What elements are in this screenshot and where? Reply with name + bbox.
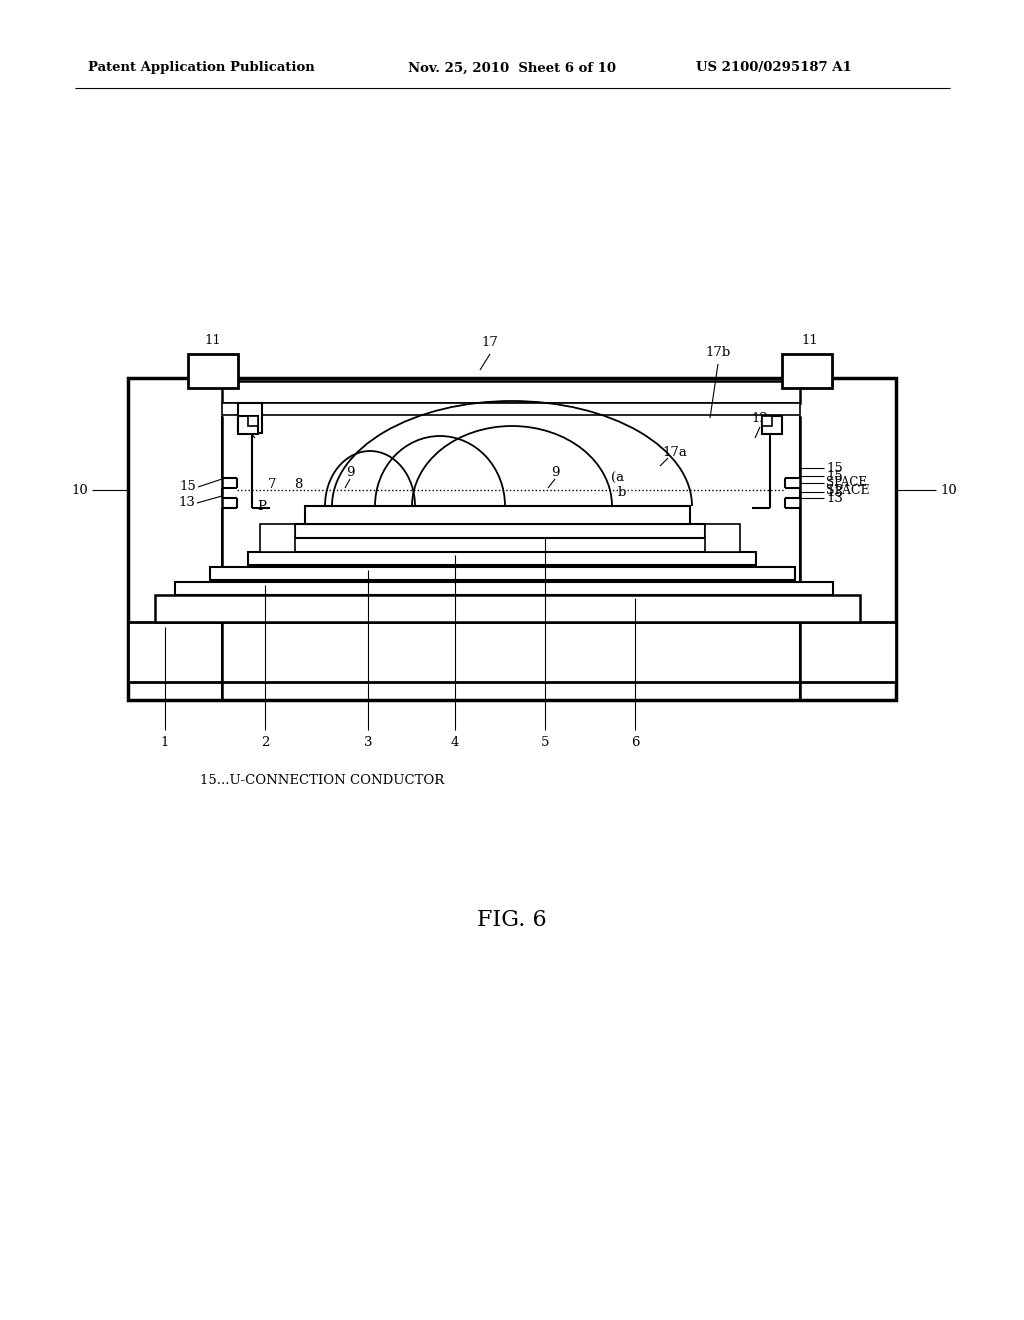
Text: Patent Application Publication: Patent Application Publication <box>88 62 314 74</box>
Bar <box>175 582 833 595</box>
Text: 2: 2 <box>261 735 269 748</box>
Text: 13: 13 <box>826 491 843 504</box>
Text: 13: 13 <box>178 496 195 510</box>
Text: 9: 9 <box>551 466 559 479</box>
Text: P: P <box>257 500 266 513</box>
Bar <box>248 552 756 565</box>
Text: b: b <box>617 486 627 499</box>
Text: 13: 13 <box>826 486 843 499</box>
Text: 10: 10 <box>940 483 956 496</box>
Text: 11: 11 <box>205 334 221 346</box>
Bar <box>188 354 238 388</box>
Bar <box>782 354 831 388</box>
Text: 1: 1 <box>161 735 169 748</box>
Text: 3: 3 <box>364 735 373 748</box>
Text: 15...U-CONNECTION CONDUCTOR: 15...U-CONNECTION CONDUCTOR <box>200 774 444 787</box>
Text: FIG. 6: FIG. 6 <box>477 909 547 931</box>
Text: 7: 7 <box>267 478 276 491</box>
Text: US 2100/0295187 A1: US 2100/0295187 A1 <box>696 62 852 74</box>
Text: 5: 5 <box>541 735 549 748</box>
Text: 17a: 17a <box>663 446 687 458</box>
Text: 6: 6 <box>631 735 639 748</box>
Bar <box>210 568 795 579</box>
Bar <box>222 403 800 414</box>
Bar <box>248 416 258 426</box>
Text: (a: (a <box>611 471 625 484</box>
Bar <box>295 524 705 539</box>
Text: 12: 12 <box>752 412 768 425</box>
Text: 15: 15 <box>826 462 843 474</box>
Bar <box>128 622 896 682</box>
Bar <box>238 403 262 433</box>
Text: 15: 15 <box>179 480 196 494</box>
Text: SPACE: SPACE <box>826 477 867 490</box>
Text: 10: 10 <box>72 483 88 496</box>
Text: 9: 9 <box>346 466 354 479</box>
Bar <box>762 416 772 426</box>
Text: SPACE: SPACE <box>826 483 869 496</box>
Bar <box>155 595 860 622</box>
Text: 17b: 17b <box>706 346 731 359</box>
Text: Nov. 25, 2010  Sheet 6 of 10: Nov. 25, 2010 Sheet 6 of 10 <box>408 62 616 74</box>
Bar <box>238 416 258 434</box>
Bar <box>260 524 295 552</box>
Bar <box>705 524 740 552</box>
Bar <box>128 378 896 700</box>
Bar <box>222 381 800 403</box>
Text: 17: 17 <box>481 335 499 348</box>
Text: 12: 12 <box>237 412 253 425</box>
Text: 4: 4 <box>451 735 459 748</box>
Bar <box>305 506 690 524</box>
Text: 15: 15 <box>826 470 843 483</box>
Bar <box>762 416 782 434</box>
Text: 8: 8 <box>294 478 302 491</box>
Text: 11: 11 <box>802 334 818 346</box>
